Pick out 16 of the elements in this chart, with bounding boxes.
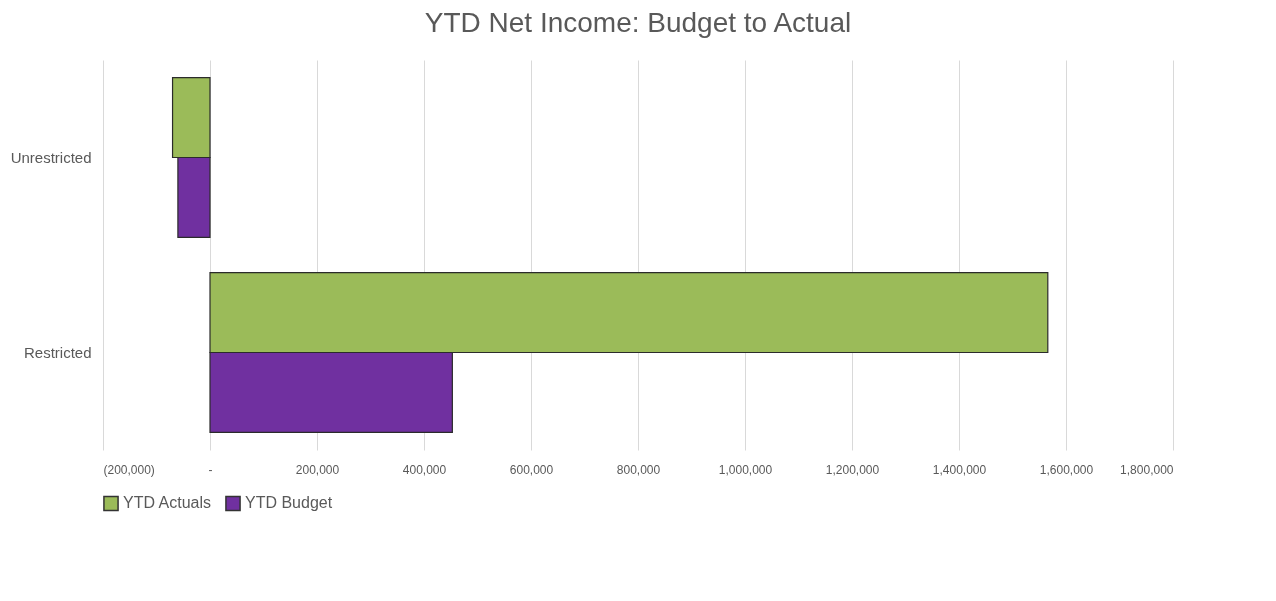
x-tick-label: -	[208, 462, 213, 477]
chart-title: YTD Net Income: Budget to Actual	[424, 7, 852, 38]
y-tick-label: Unrestricted	[10, 148, 92, 166]
x-tick-label: 600,000	[509, 462, 554, 477]
x-tick-label: (200,000)	[103, 462, 155, 477]
x-tick-label: 1,400,000	[932, 462, 987, 477]
y-tick-label: Restricted	[23, 343, 92, 361]
legend-label: YTD Actuals	[123, 494, 212, 512]
legend-label: YTD Budget	[245, 494, 333, 512]
x-tick-label: 400,000	[402, 462, 447, 477]
x-tick-label: 1,800,000	[1120, 462, 1174, 477]
x-tick-label: 1,000,000	[718, 462, 773, 477]
x-tick-label: 800,000	[616, 462, 661, 477]
x-tick-label: 200,000	[295, 462, 340, 477]
x-tick-label: 1,200,000	[825, 462, 880, 477]
x-tick-label: 1,600,000	[1039, 462, 1094, 477]
